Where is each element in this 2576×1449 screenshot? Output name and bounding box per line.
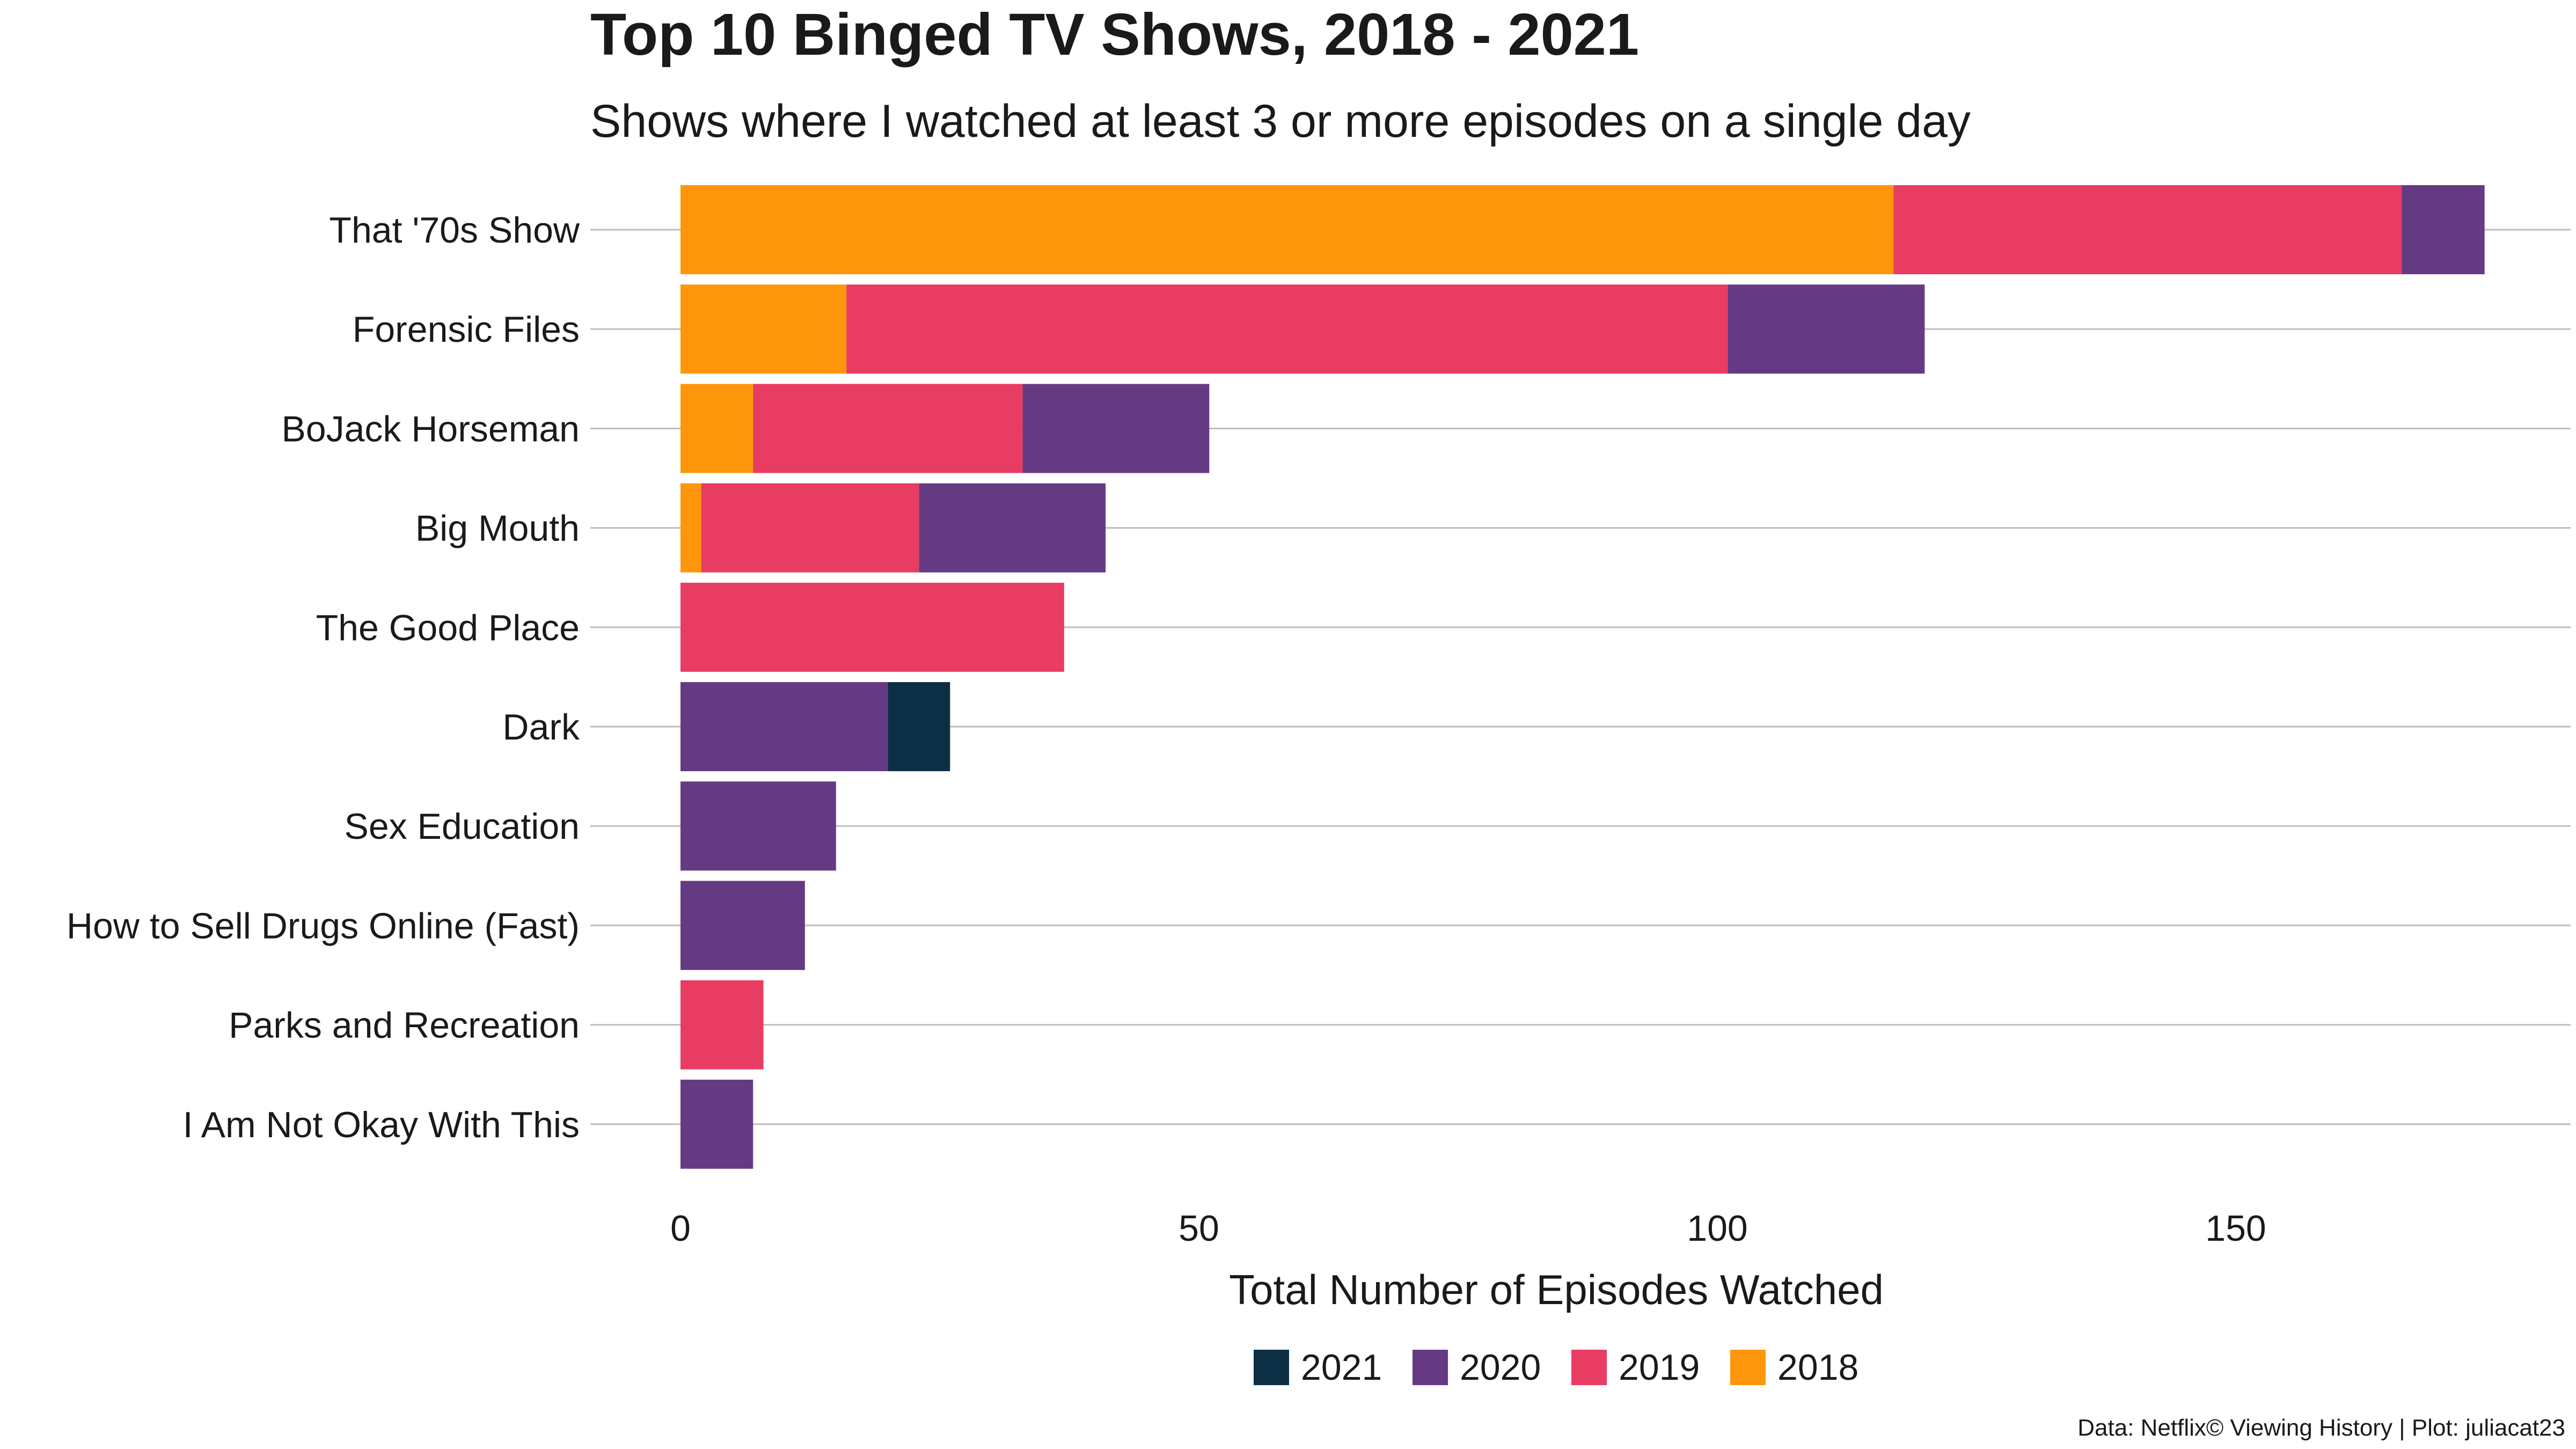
x-tick-label: 0 (670, 1208, 691, 1249)
bar-segment (680, 284, 847, 374)
bars-layer (680, 185, 2485, 1169)
bar-segment (680, 582, 1064, 672)
bar-segment (680, 781, 836, 871)
x-axis-title: Total Number of Episodes Watched (1229, 1266, 1884, 1313)
bar-segment (753, 384, 1023, 473)
bar-segment (680, 483, 701, 573)
category-label: Sex Education (344, 806, 580, 847)
legend-key (1571, 1350, 1607, 1385)
x-tick-label: 100 (1687, 1208, 1747, 1249)
category-label: The Good Place (316, 608, 580, 648)
category-label: How to Sell Drugs Online (Fast) (67, 905, 580, 946)
bar-segment (680, 1079, 753, 1169)
category-label: Big Mouth (415, 508, 580, 549)
x-tick-label: 150 (2205, 1208, 2266, 1249)
legend: 2021 2020 2019 2018 (1254, 1347, 1858, 1388)
legend-label: 2019 (1619, 1347, 1700, 1388)
legend-key (1730, 1350, 1766, 1385)
bar-segment (1893, 185, 2402, 274)
category-labels: That '70s Show Forensic Files BoJack Horse… (67, 210, 580, 1145)
legend-key (1413, 1350, 1448, 1385)
legend-label: 2018 (1777, 1347, 1858, 1388)
bar-segment (680, 682, 888, 771)
legend-label: 2020 (1460, 1347, 1541, 1388)
bar-segment (680, 980, 764, 1070)
x-tick-label: 50 (1179, 1208, 1219, 1249)
bar-segment (919, 483, 1106, 573)
bar-segment (1728, 284, 1925, 374)
category-label: I Am Not Okay With This (183, 1104, 580, 1145)
bar-segment (2402, 185, 2485, 274)
chart-title: Top 10 Binged TV Shows, 2018 - 2021 (590, 2, 1639, 68)
bar-segment (888, 682, 950, 771)
bar-segment (680, 881, 805, 970)
category-label: Forensic Files (353, 309, 580, 350)
category-label: That '70s Show (329, 210, 580, 251)
bar-segment (1022, 384, 1210, 473)
bar-segment (846, 284, 1728, 374)
chart-subtitle: Shows where I watched at least 3 or more… (590, 96, 1971, 147)
bar-segment (701, 483, 919, 573)
category-label: Dark (502, 707, 580, 748)
legend-key (1254, 1350, 1289, 1385)
category-label: BoJack Horseman (281, 408, 580, 449)
category-label: Parks and Recreation (229, 1005, 580, 1046)
legend-label: 2021 (1301, 1347, 1382, 1388)
bar-segment (680, 384, 753, 473)
bar-segment (680, 185, 1894, 274)
x-tick-labels: 0 50 100 150 (670, 1208, 2266, 1249)
chart-caption: Data: Netflix© Viewing History | Plot: j… (2077, 1415, 2565, 1441)
